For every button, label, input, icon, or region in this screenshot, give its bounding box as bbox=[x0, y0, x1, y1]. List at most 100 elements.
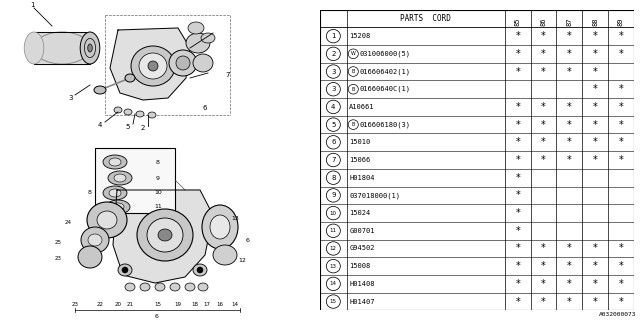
Text: *: * bbox=[541, 261, 546, 271]
Text: *: * bbox=[567, 155, 572, 165]
Ellipse shape bbox=[81, 227, 109, 253]
Text: *: * bbox=[541, 31, 546, 41]
Ellipse shape bbox=[147, 218, 183, 252]
Text: 037018000(1): 037018000(1) bbox=[349, 192, 400, 199]
Text: *: * bbox=[593, 244, 597, 253]
Text: *: * bbox=[515, 190, 520, 200]
Text: B: B bbox=[351, 69, 355, 74]
Ellipse shape bbox=[210, 215, 230, 239]
Text: 24: 24 bbox=[65, 220, 72, 225]
Text: PARTS  CORD: PARTS CORD bbox=[401, 14, 451, 23]
Text: *: * bbox=[515, 49, 520, 59]
Text: *: * bbox=[618, 137, 623, 147]
Text: *: * bbox=[541, 137, 546, 147]
Text: 6: 6 bbox=[246, 237, 250, 243]
Text: *: * bbox=[618, 102, 623, 112]
Text: *: * bbox=[541, 120, 546, 130]
Text: 23: 23 bbox=[72, 302, 79, 308]
Text: *: * bbox=[541, 155, 546, 165]
Text: *: * bbox=[567, 49, 572, 59]
Text: 16: 16 bbox=[216, 302, 223, 308]
Text: *: * bbox=[541, 49, 546, 59]
Text: *: * bbox=[618, 279, 623, 289]
Ellipse shape bbox=[186, 33, 210, 53]
Text: 3: 3 bbox=[331, 68, 335, 75]
Text: 3: 3 bbox=[331, 86, 335, 92]
Text: 86: 86 bbox=[541, 17, 547, 26]
Text: 6: 6 bbox=[331, 139, 335, 145]
Text: H01804: H01804 bbox=[349, 175, 374, 181]
Text: B: B bbox=[351, 122, 355, 127]
Ellipse shape bbox=[140, 283, 150, 291]
Ellipse shape bbox=[193, 264, 207, 276]
Text: *: * bbox=[593, 102, 597, 112]
Ellipse shape bbox=[106, 200, 130, 214]
Ellipse shape bbox=[78, 246, 102, 268]
Ellipse shape bbox=[155, 283, 165, 291]
Text: *: * bbox=[541, 102, 546, 112]
Text: 15010: 15010 bbox=[349, 139, 371, 145]
Text: *: * bbox=[515, 120, 520, 130]
Ellipse shape bbox=[148, 112, 156, 118]
Text: *: * bbox=[515, 155, 520, 165]
Text: *: * bbox=[593, 67, 597, 76]
Text: *: * bbox=[593, 31, 597, 41]
Ellipse shape bbox=[80, 32, 100, 64]
Ellipse shape bbox=[103, 186, 127, 200]
Text: H01407: H01407 bbox=[349, 299, 374, 305]
Text: *: * bbox=[567, 120, 572, 130]
Ellipse shape bbox=[131, 46, 175, 86]
Ellipse shape bbox=[97, 211, 117, 229]
Text: 9: 9 bbox=[331, 192, 335, 198]
Ellipse shape bbox=[114, 107, 122, 113]
Text: A10661: A10661 bbox=[349, 104, 374, 110]
Text: 4: 4 bbox=[331, 104, 335, 110]
Ellipse shape bbox=[197, 267, 203, 273]
Text: 3: 3 bbox=[68, 95, 73, 101]
Polygon shape bbox=[110, 28, 190, 100]
Text: *: * bbox=[541, 67, 546, 76]
Text: 15: 15 bbox=[154, 302, 161, 308]
Ellipse shape bbox=[139, 53, 167, 79]
Text: 6: 6 bbox=[155, 314, 159, 318]
Text: 23: 23 bbox=[54, 255, 61, 260]
Ellipse shape bbox=[88, 234, 102, 246]
Text: *: * bbox=[515, 261, 520, 271]
Ellipse shape bbox=[114, 174, 126, 182]
Text: 2: 2 bbox=[331, 51, 335, 57]
Ellipse shape bbox=[109, 158, 121, 166]
Text: 12: 12 bbox=[330, 246, 337, 251]
Text: 01660640C(1): 01660640C(1) bbox=[360, 86, 411, 92]
Ellipse shape bbox=[193, 54, 213, 72]
Text: 11: 11 bbox=[154, 204, 162, 210]
Ellipse shape bbox=[202, 205, 238, 249]
Text: 22: 22 bbox=[97, 302, 104, 308]
Text: 7: 7 bbox=[226, 72, 230, 78]
Text: 13: 13 bbox=[231, 215, 239, 220]
Text: *: * bbox=[618, 84, 623, 94]
Text: *: * bbox=[593, 137, 597, 147]
Text: *: * bbox=[618, 297, 623, 307]
Ellipse shape bbox=[125, 74, 135, 82]
Text: 031006000(5): 031006000(5) bbox=[360, 51, 411, 57]
Text: *: * bbox=[541, 244, 546, 253]
Text: 10: 10 bbox=[154, 190, 162, 196]
Text: 9: 9 bbox=[156, 175, 160, 180]
Text: 15024: 15024 bbox=[349, 210, 371, 216]
Text: 21: 21 bbox=[127, 302, 134, 308]
Ellipse shape bbox=[201, 33, 215, 43]
Text: *: * bbox=[593, 279, 597, 289]
Text: *: * bbox=[618, 31, 623, 41]
Text: *: * bbox=[541, 297, 546, 307]
Text: 7: 7 bbox=[331, 157, 335, 163]
Text: *: * bbox=[515, 137, 520, 147]
Text: 8: 8 bbox=[88, 190, 92, 196]
Text: *: * bbox=[567, 137, 572, 147]
Ellipse shape bbox=[87, 202, 127, 238]
Text: 15008: 15008 bbox=[349, 263, 371, 269]
Ellipse shape bbox=[170, 283, 180, 291]
Text: 5: 5 bbox=[331, 122, 335, 128]
Text: *: * bbox=[541, 279, 546, 289]
Ellipse shape bbox=[188, 22, 204, 34]
Text: 2: 2 bbox=[141, 125, 145, 131]
